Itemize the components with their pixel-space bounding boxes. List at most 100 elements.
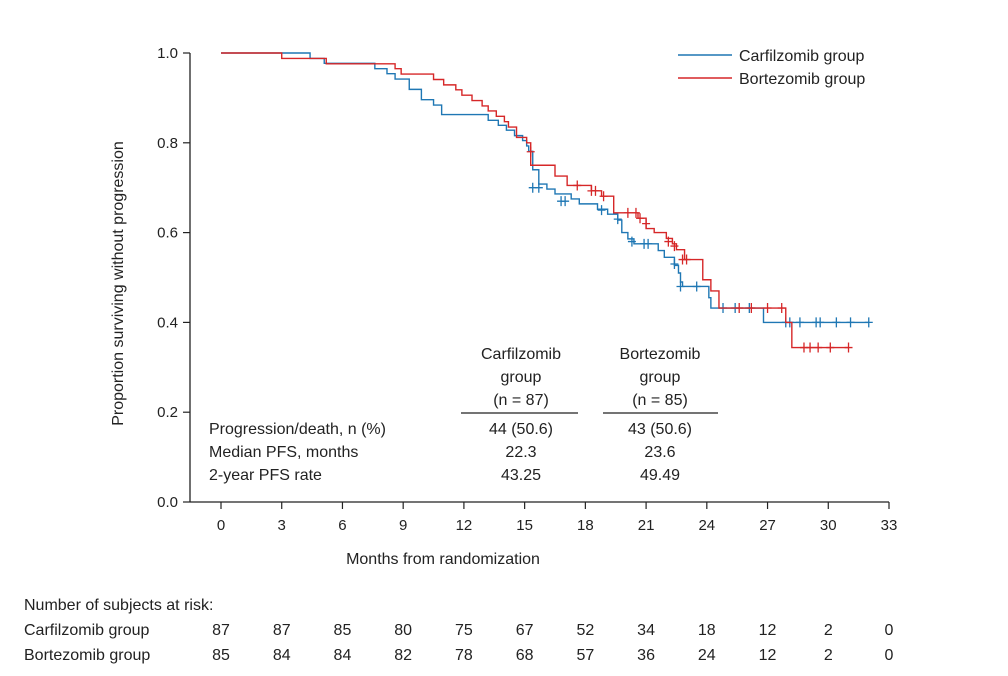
- survival-curve: [221, 52, 869, 324]
- table-row-label: Progression/death, n (%): [209, 421, 386, 438]
- series-carfilzomib: [221, 52, 873, 328]
- at-risk-count: 78: [455, 647, 473, 664]
- at-risk-count: 87: [212, 622, 230, 639]
- censor-mark: [676, 281, 685, 292]
- at-risk-count: 34: [637, 622, 655, 639]
- censor-mark: [682, 254, 691, 265]
- at-risk-count: 24: [697, 647, 716, 664]
- table-row-label: 2-year PFS rate: [209, 467, 322, 484]
- x-tick-label: 33: [881, 517, 898, 534]
- censor-mark: [777, 303, 786, 314]
- legend: Carfilzomib group Bortezomib group: [678, 48, 865, 88]
- censor-mark: [573, 180, 582, 191]
- x-tick-label: 30: [820, 517, 837, 534]
- censor-mark: [670, 259, 679, 270]
- censor-mark: [644, 238, 653, 249]
- at-risk-count: 18: [697, 622, 716, 639]
- at-risk-count: 82: [394, 647, 413, 664]
- at-risk-title: Number of subjects at risk:: [24, 597, 214, 614]
- survival-curve: [221, 52, 849, 349]
- censor-mark: [599, 191, 608, 202]
- y-tick-label: 0.0: [157, 494, 178, 511]
- x-tick-label: 6: [338, 517, 346, 534]
- x-tick-label: 21: [638, 517, 655, 534]
- at-risk-count: 0: [884, 622, 894, 639]
- table-cell: 44 (50.6): [489, 421, 553, 438]
- censor-mark: [692, 281, 701, 292]
- at-risk-count: 67: [515, 622, 534, 639]
- x-tick-label: 15: [516, 517, 533, 534]
- at-risk-count: 85: [333, 622, 352, 639]
- legend-label: Bortezomib group: [739, 71, 865, 88]
- censor-mark: [816, 317, 825, 328]
- table-col-header: group: [640, 369, 681, 386]
- censor-mark: [623, 207, 632, 218]
- legend-label: Carfilzomib group: [739, 48, 864, 65]
- table-col-header: Carfilzomib: [481, 346, 561, 363]
- censor-mark: [814, 342, 823, 353]
- x-tick-label: 24: [698, 517, 715, 534]
- censor-mark: [864, 317, 873, 328]
- x-axis-title: Months from randomization: [346, 551, 540, 568]
- censor-mark: [613, 214, 622, 225]
- at-risk-count: 57: [576, 647, 595, 664]
- censor-mark: [826, 342, 835, 353]
- axes: 0 3 6 9 12 15 18 21 24 27 30 33 0.0 0.2 0.4 0.6 0.8 1.0 Mo…: [110, 45, 897, 568]
- at-risk-count: 0: [884, 647, 894, 664]
- censor-mark: [832, 317, 841, 328]
- at-risk-count: 87: [272, 622, 291, 639]
- table-col-header: (n = 85): [632, 392, 688, 409]
- censor-mark: [534, 182, 543, 193]
- x-tick-label: 27: [759, 517, 776, 534]
- y-tick-label: 1.0: [157, 45, 178, 62]
- at-risk-count: 84: [272, 647, 291, 664]
- y-tick-label: 0.2: [157, 404, 178, 421]
- table-cell: 43.25: [501, 467, 541, 484]
- censor-mark: [526, 146, 535, 157]
- summary-table: Carfilzomib group (n = 87) Bortezomib group (…: [209, 346, 718, 484]
- censor-mark: [636, 213, 645, 224]
- x-tick-label: 18: [577, 517, 594, 534]
- series-layer: [221, 52, 873, 353]
- series-bortezomib: [221, 52, 853, 353]
- table-col-header: (n = 87): [493, 392, 549, 409]
- at-risk-count: 68: [515, 647, 534, 664]
- x-tick-label: 9: [399, 517, 407, 534]
- at-risk-count: 12: [758, 647, 777, 664]
- x-tick-label: 12: [456, 517, 473, 534]
- table-cell: 23.6: [644, 444, 675, 461]
- at-risk-count: 75: [455, 622, 473, 639]
- censor-mark: [846, 317, 855, 328]
- table-col-header: Bortezomib: [620, 346, 701, 363]
- at-risk-count: 36: [637, 647, 655, 664]
- at-risk-count: 80: [394, 622, 413, 639]
- x-tick-label: 3: [278, 517, 286, 534]
- table-cell: 43 (50.6): [628, 421, 692, 438]
- censor-mark: [591, 185, 600, 196]
- y-axis-title: Proportion surviving without progression: [110, 141, 127, 426]
- censor-mark: [631, 207, 640, 218]
- x-tick-label: 0: [217, 517, 225, 534]
- censor-mark: [844, 342, 853, 353]
- censor-mark: [747, 303, 756, 314]
- y-tick-label: 0.6: [157, 225, 178, 242]
- at-risk-count: 2: [823, 622, 833, 639]
- table-col-header: group: [501, 369, 542, 386]
- table-cell: 49.49: [640, 467, 680, 484]
- censor-mark: [763, 303, 772, 314]
- at-risk-count: 84: [333, 647, 352, 664]
- at-risk-count: 12: [758, 622, 777, 639]
- table-row-label: Median PFS, months: [209, 444, 358, 461]
- censor-mark: [642, 218, 651, 229]
- at-risk-count: 52: [576, 622, 595, 639]
- y-tick-label: 0.8: [157, 135, 178, 152]
- censor-mark: [597, 205, 606, 216]
- censor-mark: [806, 342, 815, 353]
- at-risk-count: 2: [823, 647, 833, 664]
- censor-mark: [795, 317, 804, 328]
- censor-mark: [670, 241, 679, 252]
- censor-mark: [735, 303, 744, 314]
- y-tick-label: 0.4: [157, 314, 178, 331]
- at-risk-label-carfilzomib: Carfilzomib group: [24, 622, 150, 639]
- km-chart: 0 3 6 9 12 15 18 21 24 27 30 33 0.0 0.2 0.4 0.6 0.8 1.0 Mo…: [110, 45, 897, 568]
